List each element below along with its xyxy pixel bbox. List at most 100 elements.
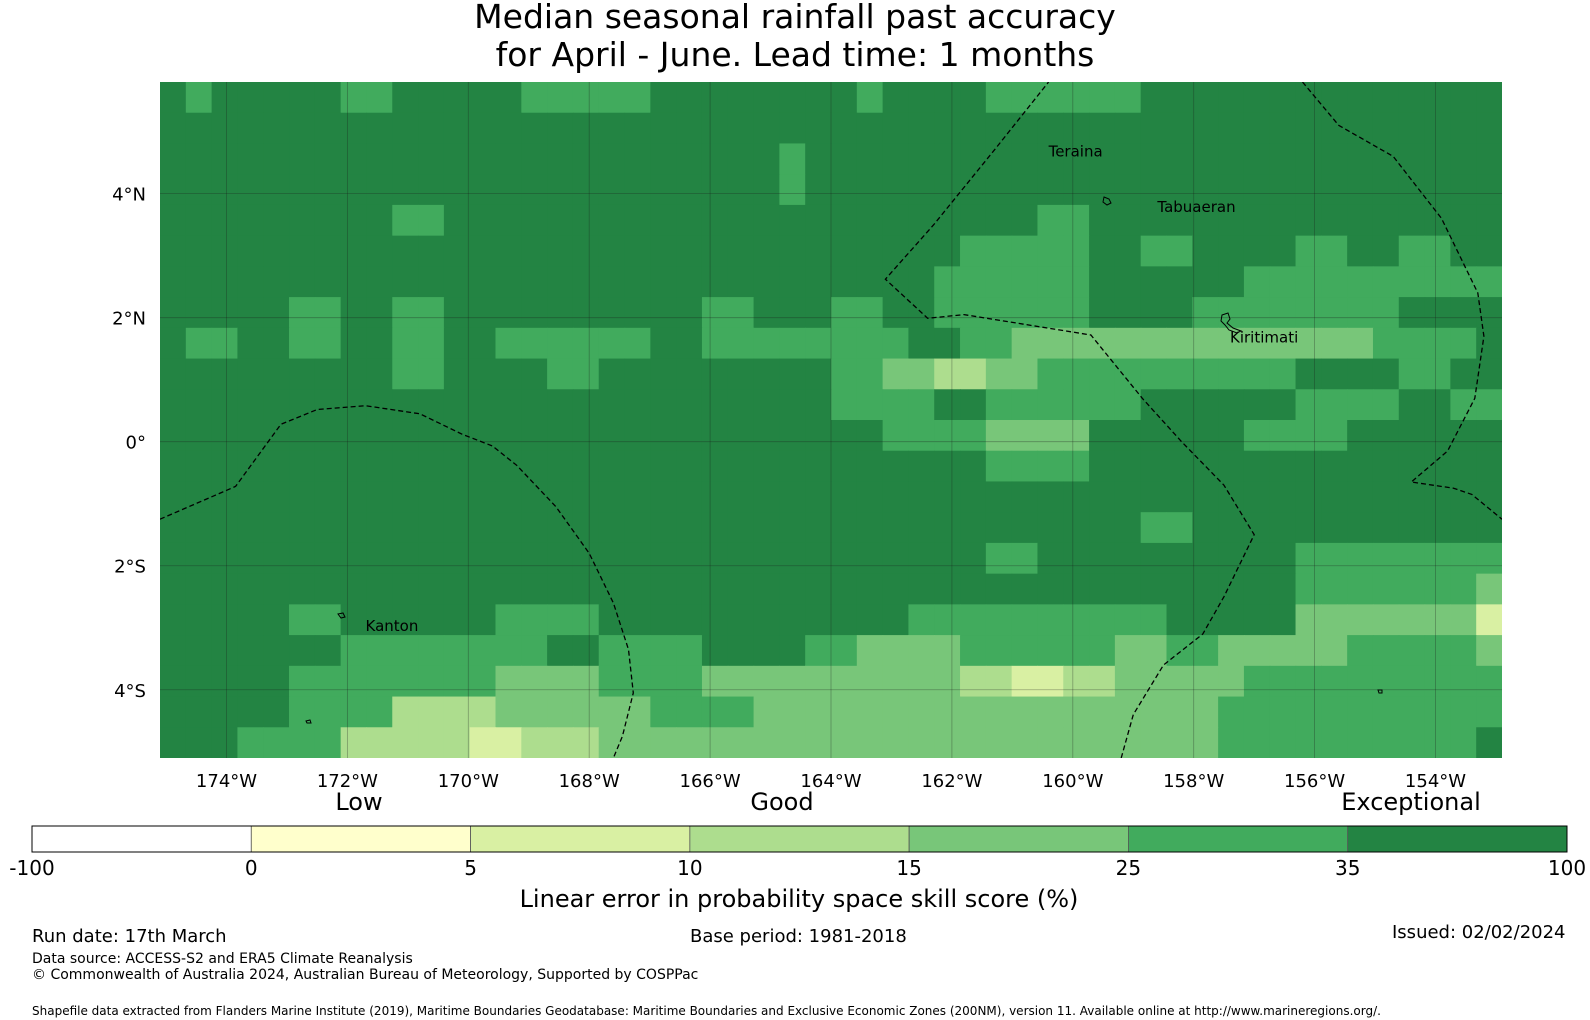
- grid-cell: [1037, 542, 1064, 575]
- grid-cell: [1295, 512, 1322, 544]
- grid-cell: [495, 450, 522, 483]
- grid-cell: [1218, 174, 1245, 206]
- grid-cell: [1218, 450, 1245, 483]
- grid-cell: [237, 420, 264, 452]
- grid-cell: [701, 512, 729, 544]
- grid-cell: [1218, 665, 1245, 698]
- grid-cell: [856, 635, 884, 667]
- grid-cell: [289, 389, 316, 421]
- grid-cell: [314, 235, 342, 267]
- grid-cell: [985, 420, 1013, 452]
- grid-cell: [1063, 696, 1090, 728]
- grid-cell: [598, 112, 626, 145]
- grid-cell: [469, 327, 497, 360]
- grid-cell: [1011, 143, 1039, 175]
- grid-cell: [1089, 297, 1116, 329]
- grid-cell: [366, 420, 393, 452]
- grid-cell: [263, 635, 290, 667]
- grid-cell: [856, 235, 884, 267]
- grid-cell: [624, 512, 651, 544]
- grid-cell: [340, 665, 368, 698]
- grid-cell: [185, 204, 213, 237]
- grid-cell: [1037, 573, 1064, 605]
- grid-cell: [1063, 665, 1090, 698]
- grid-cell: [598, 327, 626, 360]
- grid-cell: [779, 635, 806, 667]
- grid-cell: [263, 389, 290, 421]
- grid-cell: [1218, 143, 1245, 175]
- grid-cell: [1011, 665, 1039, 698]
- grid-cell: [572, 542, 600, 575]
- grid-cell: [1166, 635, 1193, 667]
- grid-cell: [1269, 266, 1297, 298]
- grid-cell: [805, 174, 832, 206]
- grid-cell: [495, 389, 522, 421]
- grid-cell: [598, 358, 626, 390]
- grid-cell: [1424, 389, 1451, 421]
- grid-cell: [1424, 327, 1451, 360]
- grid-cell: [908, 542, 935, 575]
- grid-cell: [547, 266, 574, 298]
- grid-cell: [753, 327, 780, 360]
- grid-cell: [547, 389, 574, 421]
- grid-cell: [1450, 358, 1477, 390]
- grid-cell: [1398, 82, 1426, 114]
- grid-cell: [624, 420, 651, 452]
- grid-cell: [289, 604, 316, 636]
- grid-cell: [314, 327, 342, 360]
- grid-cell: [831, 450, 858, 483]
- grid-cell: [1243, 420, 1271, 452]
- grid-cell: [392, 327, 419, 360]
- grid-cell: [624, 297, 651, 329]
- grid-cell: [1192, 542, 1219, 575]
- grid-cell: [1450, 112, 1477, 145]
- grid-cell: [1243, 174, 1271, 206]
- grid-cell: [805, 235, 832, 267]
- grid-cell: [882, 174, 910, 206]
- grid-cell: [1089, 604, 1116, 636]
- grid-cell: [237, 573, 264, 605]
- grid-cell: [908, 481, 935, 513]
- grid-cell: [1011, 389, 1039, 421]
- grid-cell: [779, 665, 806, 698]
- grid-cell: [263, 358, 290, 390]
- grid-cell: [1243, 665, 1271, 698]
- grid-cell: [263, 266, 290, 298]
- latitude-tick-label: 4°N: [112, 185, 146, 206]
- small-island-outline: [1377, 689, 1383, 694]
- place-label-teraina: Teraina: [1048, 142, 1103, 160]
- grid-cell: [237, 635, 264, 667]
- grid-cell: [521, 665, 548, 698]
- grid-cell: [1476, 665, 1502, 698]
- grid-cell: [1347, 450, 1374, 483]
- grid-cell: [985, 512, 1013, 544]
- grid-cell: [572, 82, 600, 114]
- grid-cell: [856, 358, 884, 390]
- grid-cell: [1063, 112, 1090, 145]
- grid-cell: [598, 542, 626, 575]
- grid-cell: [1114, 358, 1142, 390]
- grid-cell: [211, 389, 239, 421]
- grid-cell: [1037, 266, 1064, 298]
- grid-cell: [985, 327, 1013, 360]
- data-source: Data source: ACCESS-S2 and ERA5 Climate …: [32, 951, 413, 967]
- grid-cell: [547, 604, 574, 636]
- grid-cell: [1476, 481, 1502, 513]
- grid-cell: [1140, 82, 1168, 114]
- grid-cell: [418, 635, 445, 667]
- grid-cell: [960, 542, 987, 575]
- longitude-tick-label: 170°W: [438, 771, 499, 792]
- grid-cell: [1140, 143, 1168, 175]
- grid-cell: [1295, 174, 1322, 206]
- grid-cell: [727, 266, 755, 298]
- grid-cell: [547, 512, 574, 544]
- grid-cell: [1140, 727, 1168, 758]
- grid-cell: [650, 542, 677, 575]
- grid-cell: [1476, 327, 1502, 360]
- grid-cell: [1347, 174, 1374, 206]
- grid-cell: [340, 420, 368, 452]
- grid-cell: [469, 635, 497, 667]
- grid-cell: [1398, 143, 1426, 175]
- kanton-island-outline: [337, 612, 346, 619]
- grid-cell: [1295, 266, 1322, 298]
